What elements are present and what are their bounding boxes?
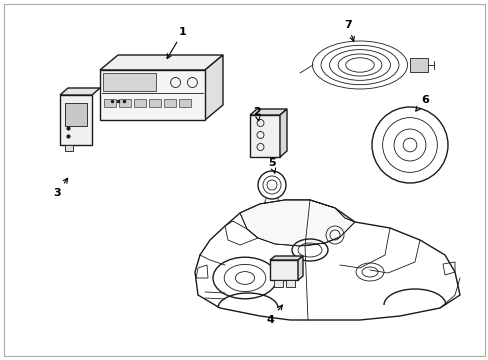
Bar [149,99,161,107]
Polygon shape [60,88,100,95]
Polygon shape [249,109,286,115]
Text: 3: 3 [53,178,67,198]
Polygon shape [297,256,303,280]
Bar [65,145,73,151]
Bar [134,99,146,107]
Text: 1: 1 [167,27,186,59]
Text: 4: 4 [265,305,282,325]
Bar [104,99,116,107]
Polygon shape [280,109,286,157]
Bar [273,280,283,287]
Bar [100,70,204,120]
Bar [257,211,264,217]
Bar [163,99,176,107]
Bar [179,99,191,107]
Bar [269,260,297,280]
Text: 7: 7 [344,20,354,41]
Bar [285,280,294,287]
Polygon shape [204,55,223,120]
Bar [65,103,87,126]
Text: 6: 6 [415,95,428,111]
Bar [281,211,288,217]
Polygon shape [195,200,459,320]
Bar [119,99,131,107]
Bar [103,73,155,90]
Bar [60,95,92,145]
Polygon shape [409,58,427,72]
Text: 2: 2 [253,107,260,121]
Polygon shape [100,55,223,70]
Bar [249,115,280,157]
Text: 5: 5 [267,158,275,174]
Polygon shape [269,256,303,260]
Polygon shape [240,200,354,246]
